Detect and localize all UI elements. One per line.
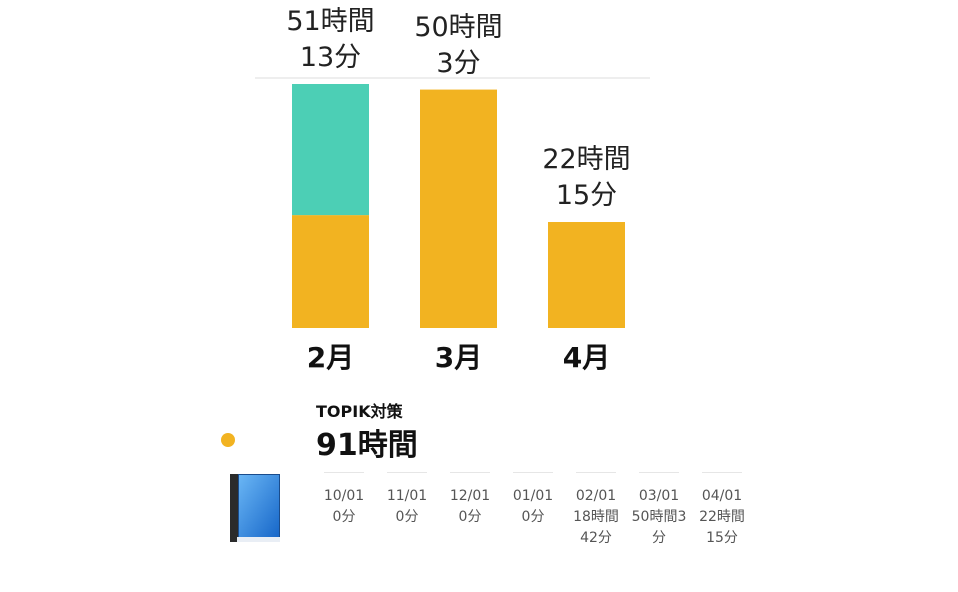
timeline-value: 0分	[458, 509, 482, 525]
monthly-bar-chart	[255, 77, 650, 328]
bar-segment-primary-3	[548, 222, 625, 328]
timeline-date: 02/01	[575, 488, 617, 504]
timeline-item: 10/01 0分	[313, 472, 375, 528]
timeline-divider	[513, 472, 553, 473]
timeline-item: 04/01 22時間15分	[691, 472, 753, 549]
bar-segment-secondary-1	[292, 84, 369, 216]
bar-segment-primary-1	[292, 215, 369, 328]
bar-total-minutes: 3分	[436, 47, 481, 79]
timeline-date: 04/01	[701, 488, 743, 504]
x-tick-label: 4月	[562, 341, 611, 374]
timeline-item: 11/01 0分	[376, 472, 438, 528]
bar-total-label: 22時間 15分	[508, 142, 665, 214]
bar-total-hours: 50時間	[414, 11, 503, 43]
timeline-date: 10/01	[323, 488, 365, 504]
timeline-date: 11/01	[386, 488, 428, 504]
timeline-item: 01/01 0分	[502, 472, 564, 528]
bar-segment-primary-2	[420, 89, 497, 328]
bar-total-hours: 22時間	[542, 144, 631, 175]
timeline-divider	[324, 472, 364, 473]
timeline-divider	[639, 472, 679, 473]
monthly-timeline: 10/01 0分 11/01 0分 12/01 0分 01/01 0分 02/01 18時間42分…	[313, 472, 763, 562]
timeline-item: 12/01 0分	[439, 472, 501, 528]
timeline-value: 18時間42分	[573, 509, 619, 546]
bar-total-hours: 51時間	[286, 6, 375, 37]
bar-total-minutes: 13分	[299, 42, 362, 73]
blue-book-icon	[230, 474, 280, 542]
timeline-item: 02/01 18時間42分	[565, 472, 627, 549]
timeline-value: 22時間15分	[699, 509, 745, 546]
bar-total-label: 51時間 13分	[252, 4, 409, 76]
timeline-value: 0分	[395, 509, 419, 525]
timeline-divider	[450, 472, 490, 473]
bar-total-label: 50時間 3分	[380, 10, 537, 82]
timeline-value: 0分	[521, 509, 545, 525]
subject-total-time: 91時間	[316, 428, 418, 463]
timeline-date: 12/01	[449, 488, 491, 504]
x-tick-label: 3月	[434, 341, 483, 374]
timeline-item: 03/01 50時間3分	[628, 472, 690, 549]
timeline-value: 50時間3分	[631, 509, 687, 546]
bar-total-minutes: 15分	[555, 180, 618, 211]
subject-name: TOPIK対策	[316, 402, 403, 421]
subject-color-dot	[221, 433, 235, 447]
timeline-divider	[702, 472, 742, 473]
timeline-value: 0分	[332, 509, 356, 525]
timeline-date: 01/01	[512, 488, 554, 504]
timeline-divider	[387, 472, 427, 473]
x-tick-label: 2月	[306, 341, 355, 374]
timeline-date: 03/01	[638, 488, 680, 504]
timeline-divider	[576, 472, 616, 473]
